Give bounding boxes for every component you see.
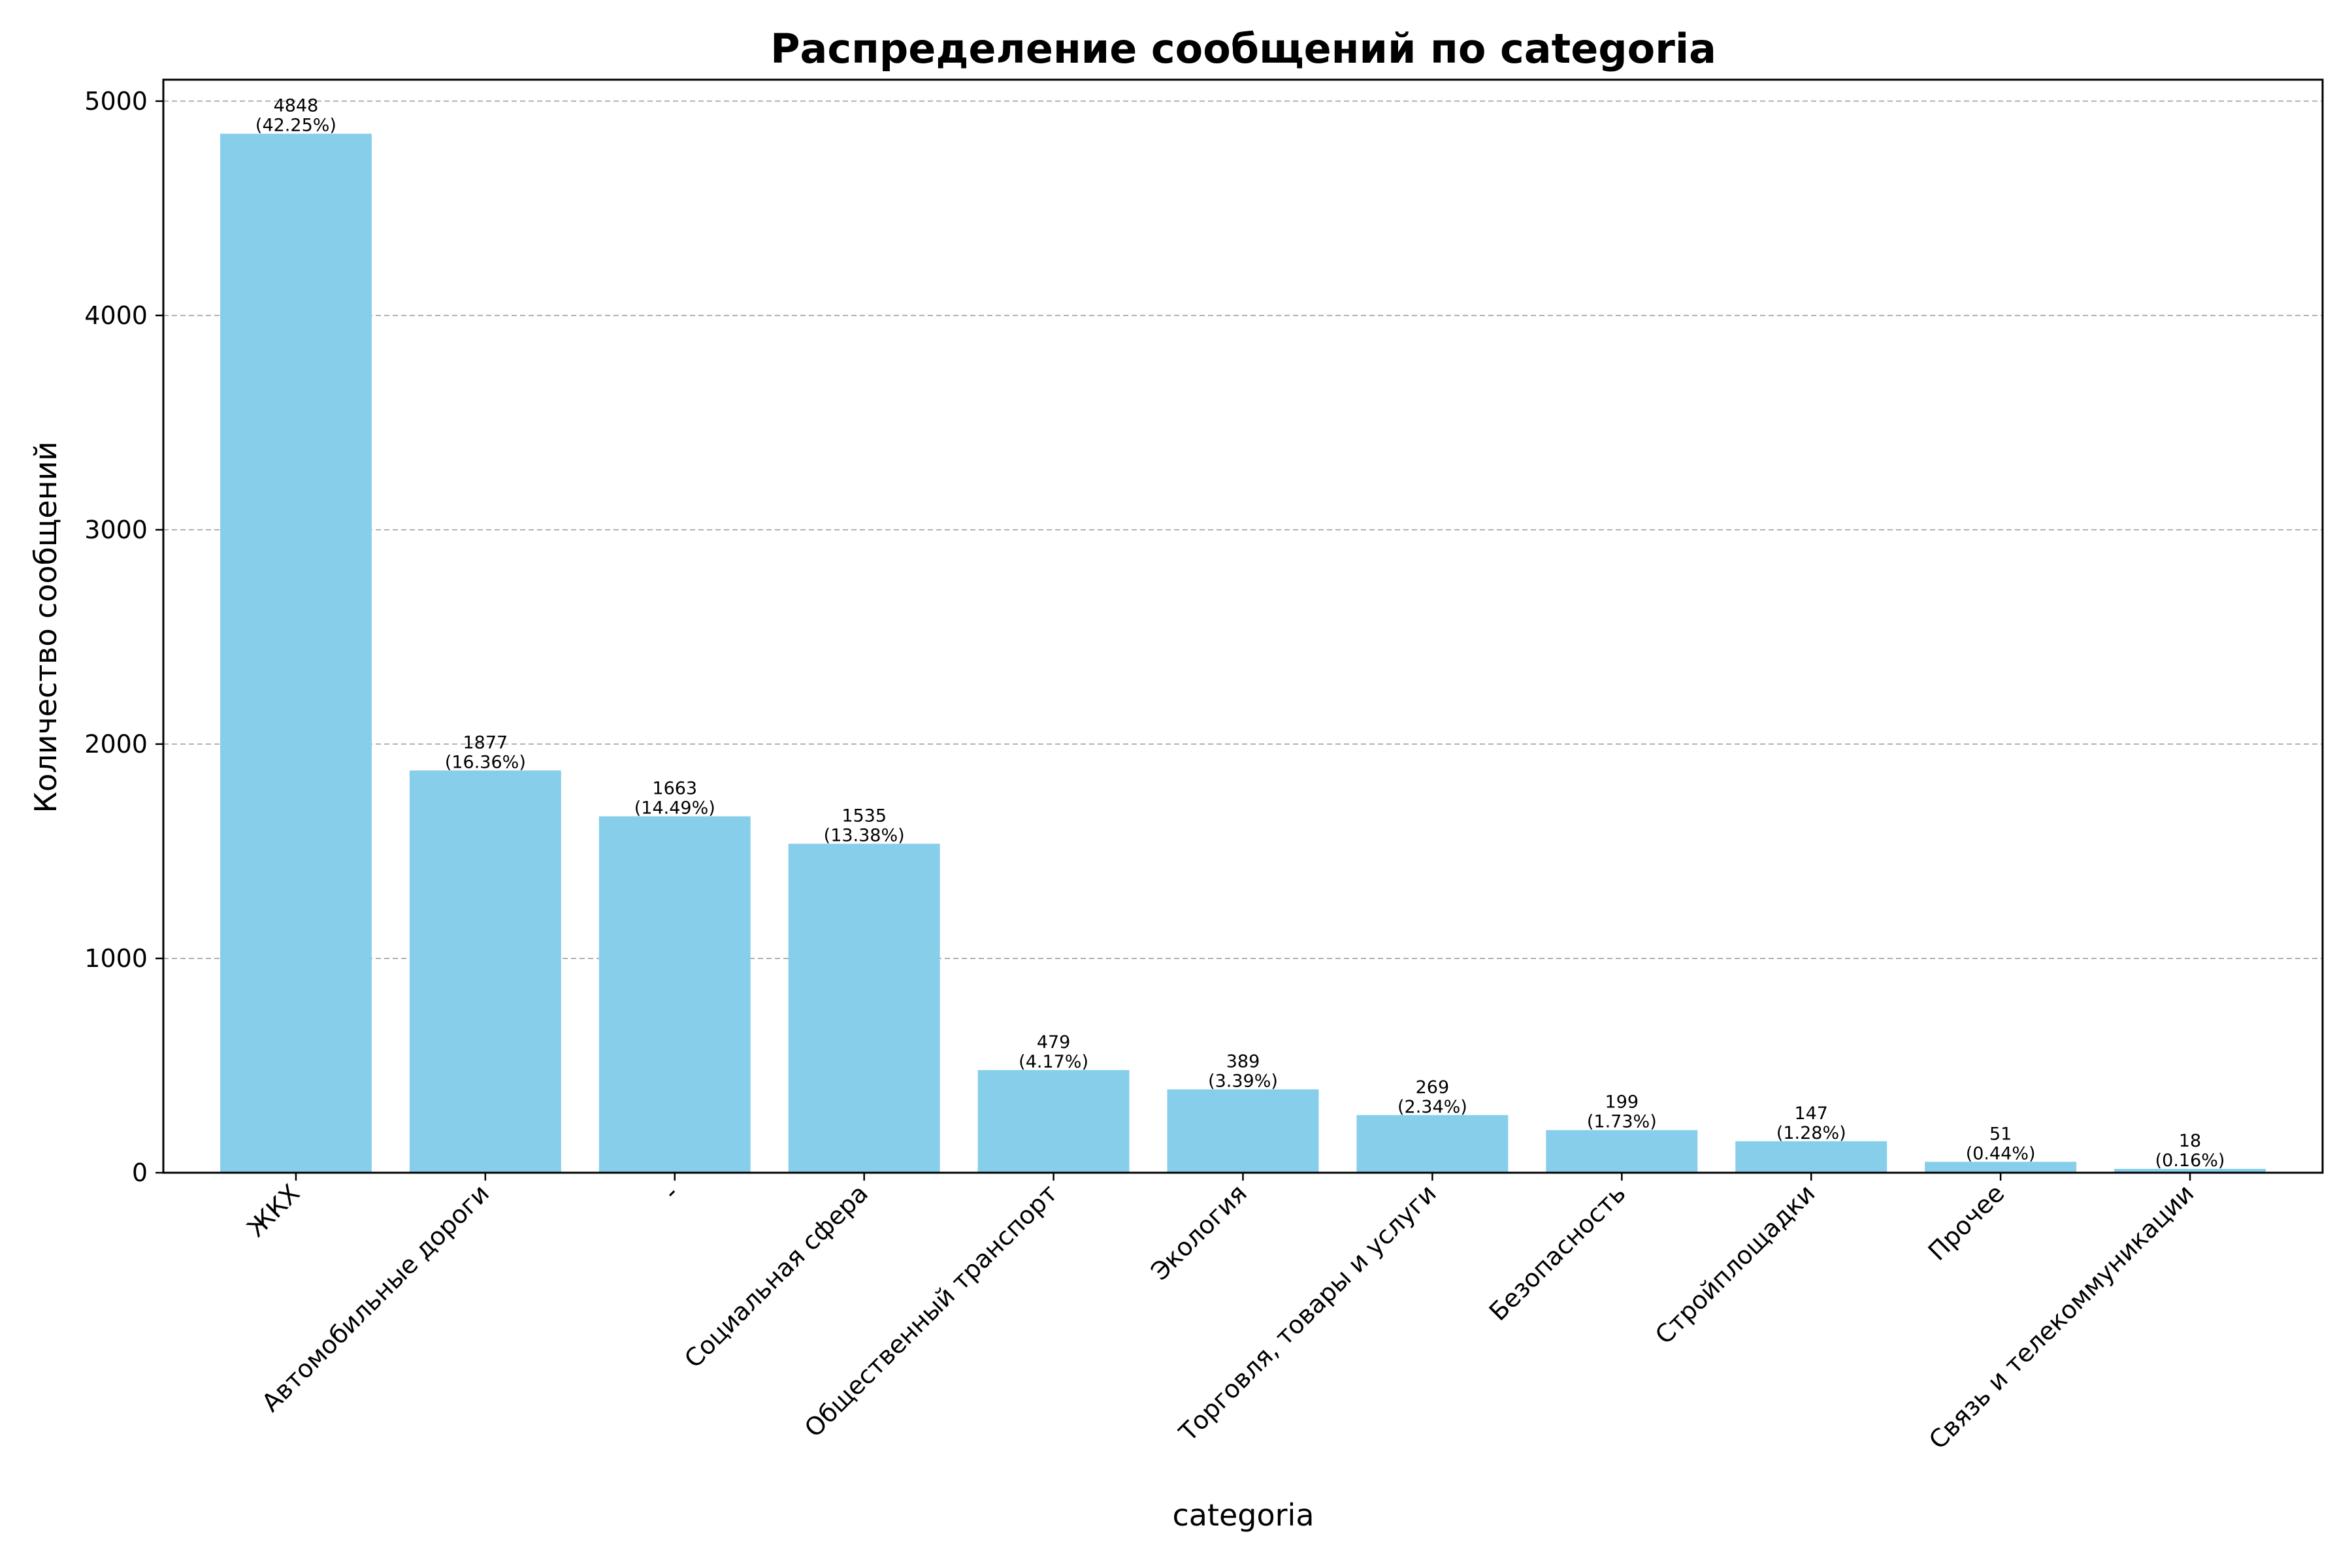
bar-value-label: 147 — [1794, 1103, 1828, 1124]
bar — [1356, 1115, 1509, 1173]
data-labels: 4848(42.25%) 1877(16.36%) 1663(14.49%) 1535… — [255, 96, 2225, 1171]
bar-percent-label: (2.34%) — [1397, 1097, 1467, 1117]
bars — [220, 133, 2266, 1173]
bar — [1546, 1130, 1698, 1173]
bar-percent-label: (42.25%) — [255, 116, 336, 136]
bar — [1735, 1141, 1887, 1173]
bar-percent-label: (3.39%) — [1208, 1071, 1278, 1091]
x-axis-title: categoria — [1172, 1497, 1314, 1533]
bar-value-label: 199 — [1605, 1092, 1639, 1113]
bar — [409, 770, 561, 1173]
bar-value-label: 18 — [2179, 1131, 2201, 1151]
bar — [977, 1070, 1130, 1173]
y-axis-title: Количество сообщений — [28, 442, 63, 813]
bar-value-label: 479 — [1037, 1032, 1071, 1053]
chart-title: Распределение сообщений по categoria — [770, 25, 1716, 73]
bar-value-label: 1535 — [841, 806, 887, 826]
bar — [1925, 1162, 2077, 1173]
bar — [2114, 1169, 2266, 1173]
bar-percent-label: (0.16%) — [2155, 1151, 2225, 1171]
y-tick-label: 2000 — [84, 730, 148, 759]
bar-value-label: 389 — [1226, 1051, 1260, 1071]
y-tick-label: 1000 — [84, 944, 148, 973]
bar-percent-label: (1.28%) — [1776, 1123, 1846, 1143]
bar-percent-label: (1.73%) — [1587, 1112, 1657, 1132]
bar-value-label: 51 — [1989, 1124, 2012, 1144]
bar-percent-label: (13.38%) — [824, 825, 905, 845]
y-tick-label: 3000 — [84, 515, 148, 544]
bar-value-label: 269 — [1416, 1077, 1450, 1098]
y-tick-label: 5000 — [84, 87, 148, 116]
bar-value-label: 1877 — [463, 732, 508, 753]
bar-percent-label: (16.36%) — [445, 752, 526, 772]
bar — [1167, 1089, 1319, 1173]
bar-value-label: 1663 — [652, 778, 697, 798]
bar-percent-label: (4.17%) — [1019, 1052, 1088, 1072]
bar-percent-label: (14.49%) — [634, 798, 715, 818]
bar — [598, 816, 751, 1173]
y-tick-label: 4000 — [84, 301, 148, 330]
bar — [788, 843, 940, 1173]
bar-percent-label: (0.44%) — [1966, 1143, 2036, 1164]
bar-value-label: 4848 — [274, 96, 319, 116]
bar — [220, 133, 372, 1173]
y-axis-ticks: 0 1000 2000 3000 4000 5000 — [84, 87, 163, 1187]
y-tick-label: 0 — [132, 1158, 148, 1187]
